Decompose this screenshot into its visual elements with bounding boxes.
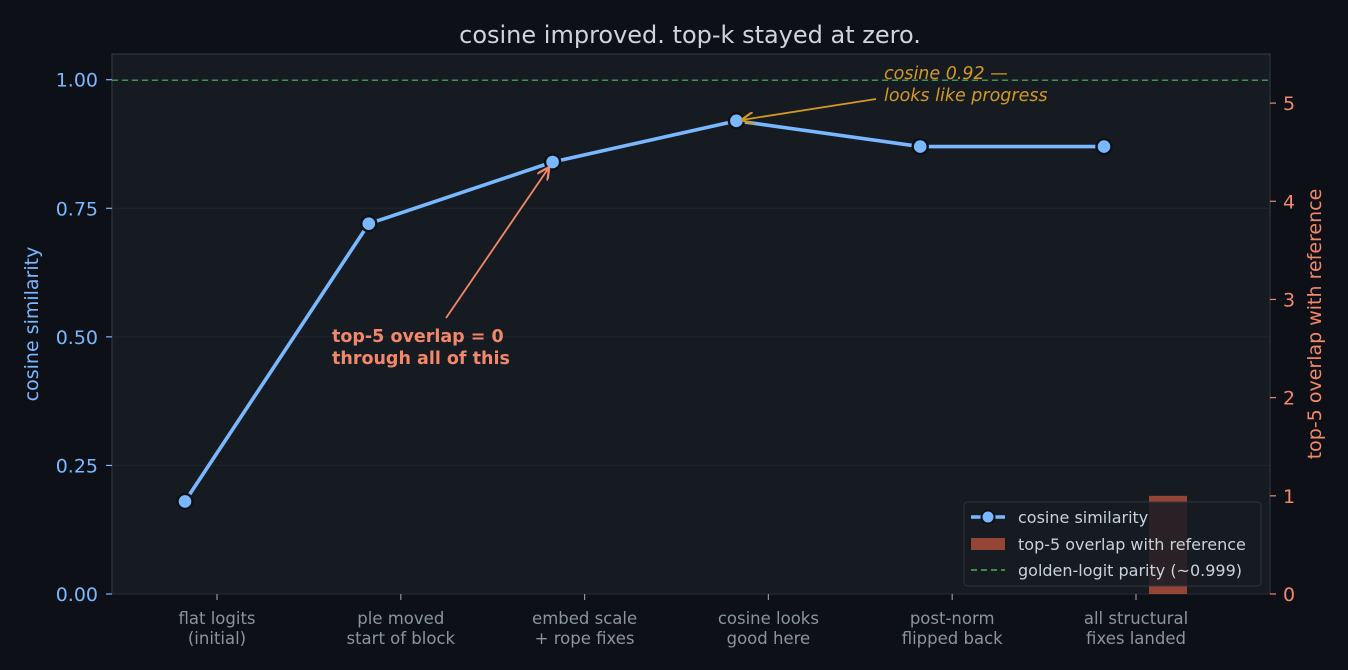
chart-title: cosine improved. top-k stayed at zero. — [459, 21, 921, 49]
annotation-arrow-overlap — [445, 168, 549, 319]
cosine-point — [911, 137, 929, 156]
right-tick-label: 1 — [1283, 486, 1295, 508]
x-tick-label: embed scale + rope fixes — [532, 609, 637, 648]
left-tick-label: 1.00 — [56, 70, 98, 92]
legend: cosine similarity top-5 overlap with refe… — [963, 501, 1262, 587]
cosine-point — [360, 215, 378, 233]
x-tick-label: all structural fixes landed — [1084, 609, 1188, 648]
y-axis-label-left: cosine similarity — [21, 247, 43, 402]
y-axis-label-right: top-5 overlap with reference — [1304, 189, 1326, 460]
right-tick-label: 4 — [1283, 191, 1295, 213]
right-tick-label: 2 — [1283, 388, 1295, 410]
left-tick-label: 0.25 — [56, 455, 98, 477]
legend-box — [963, 501, 1262, 587]
right-y-axis: 0 1 2 3 4 5 — [1270, 93, 1295, 606]
left-tick-label: 0.50 — [56, 327, 98, 349]
left-tick-label: 0.00 — [56, 584, 98, 606]
x-tick-label: flat logits (initial) — [178, 609, 255, 648]
left-tick-label: 0.75 — [56, 198, 98, 220]
left-y-axis: 0.00 0.25 0.50 0.75 1.00 — [56, 70, 112, 606]
cosine-point — [176, 492, 194, 511]
cosine-point — [1095, 137, 1113, 156]
x-tick-label: cosine looks good here — [718, 609, 819, 648]
right-tick-label: 5 — [1283, 93, 1295, 115]
x-axis: flat logits (initial) ple moved start of bl… — [178, 594, 1188, 648]
cosine-point — [727, 112, 746, 130]
annotation-cosine-progress: cosine 0.92 — looks like progress — [884, 64, 1048, 106]
x-tick-label: ple moved start of block — [346, 609, 455, 648]
legend-swatch-cosine-marker — [980, 509, 996, 525]
x-tick-label: post-norm flipped back — [902, 609, 1003, 648]
cosine-point — [543, 153, 562, 171]
annotation-arrow-cosine — [742, 98, 877, 120]
legend-swatch-overlap — [971, 538, 1005, 550]
annotation-overlap-zero: top-5 overlap = 0 through all of this — [332, 327, 510, 369]
right-tick-label: 3 — [1283, 289, 1295, 311]
cosine-line — [183, 119, 1104, 503]
legend-label-overlap: top-5 overlap with reference — [1018, 535, 1246, 554]
annotations: top-5 overlap = 0 through all of this cosi… — [332, 64, 1048, 369]
legend-label-cosine: cosine similarity — [1018, 508, 1148, 527]
legend-label-parity: golden-logit parity (~0.999) — [1018, 561, 1242, 580]
right-tick-label: 0 — [1283, 584, 1295, 606]
